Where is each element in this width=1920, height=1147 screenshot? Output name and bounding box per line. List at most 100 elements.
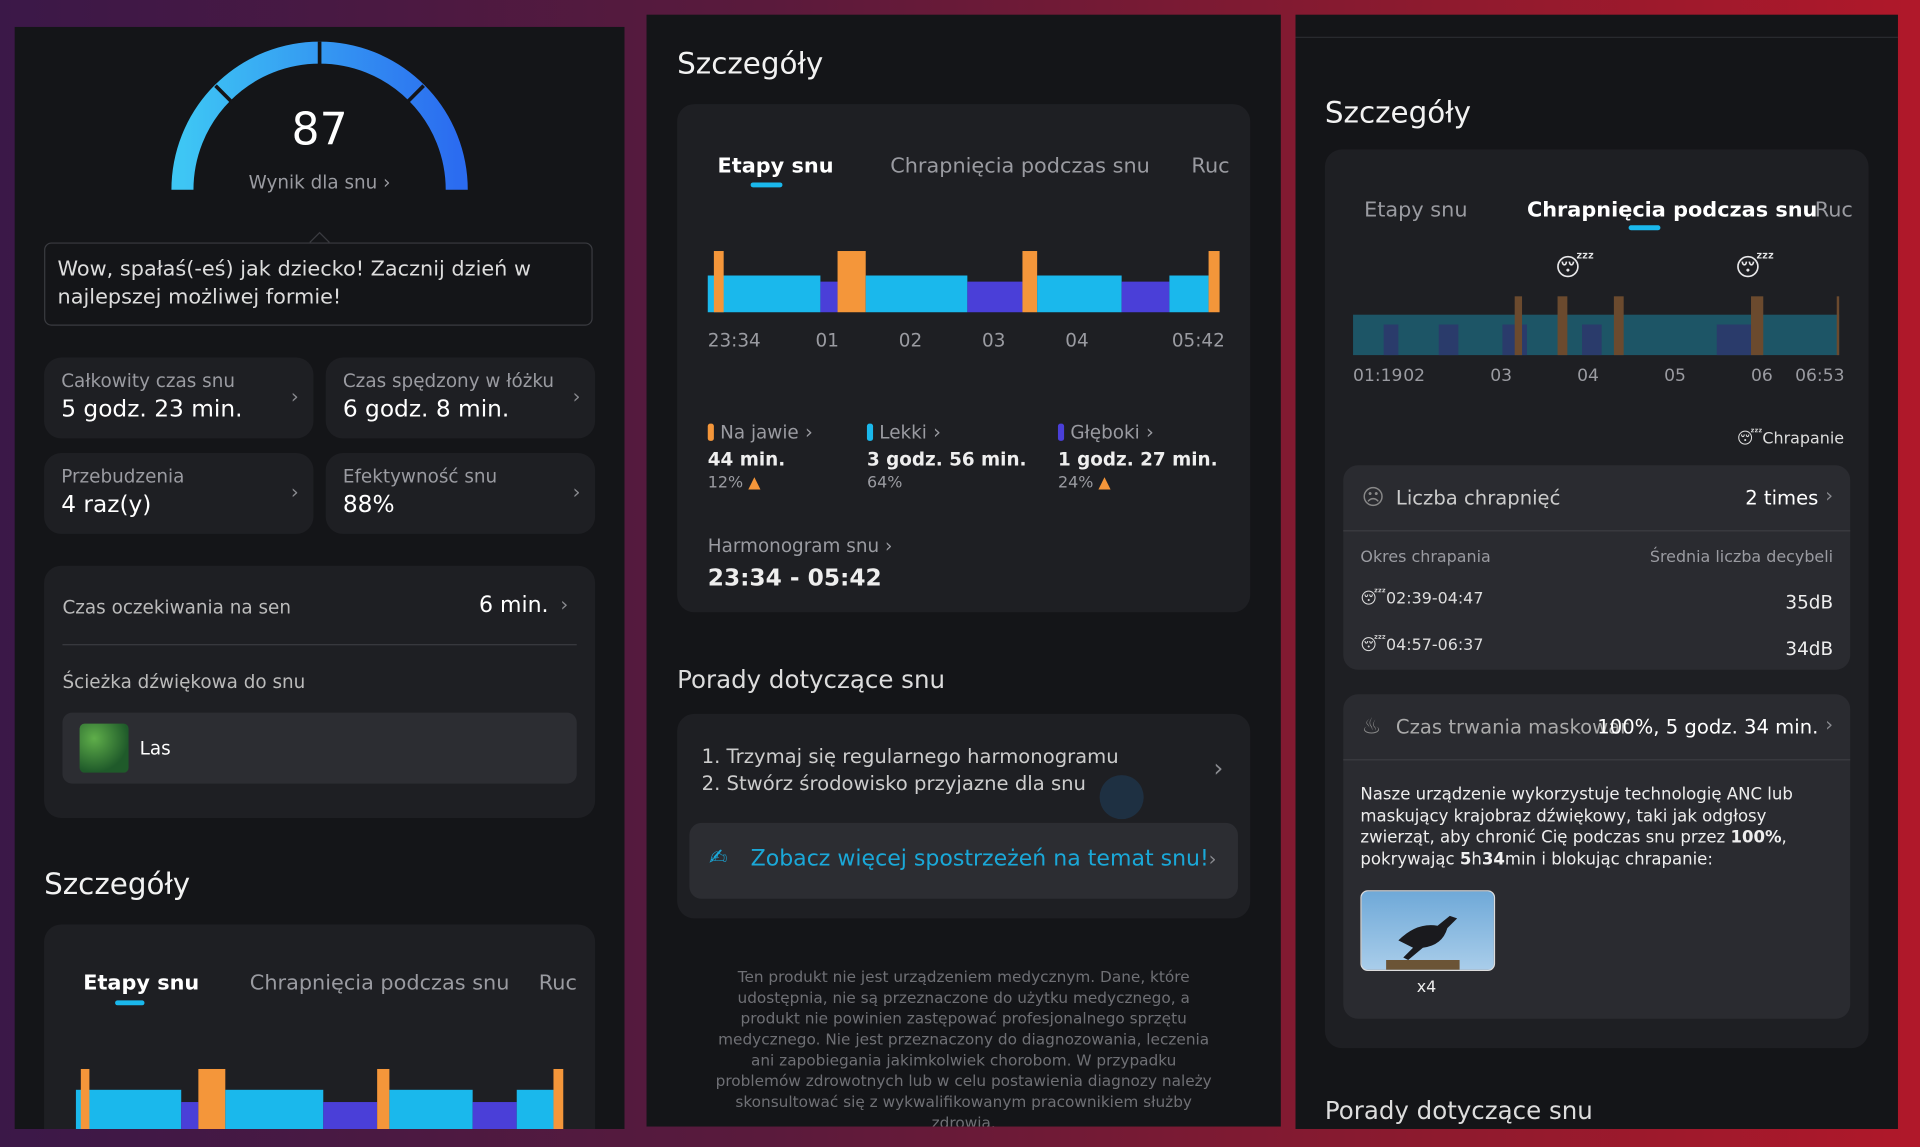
stage-awake <box>837 251 866 313</box>
gauge-divider <box>406 84 425 103</box>
stage-chart-preview <box>75 1068 564 1129</box>
time-label: 23:34 <box>707 329 761 352</box>
tab[interactable]: Chrapnięcia podczas snu <box>1526 198 1818 223</box>
stat-card[interactable]: Czas spędzony w łóżku 6 godz. 8 min. › <box>325 357 596 439</box>
percent: 12% <box>707 473 744 493</box>
chart-segment <box>1438 324 1459 356</box>
tab[interactable]: Ruc <box>1191 154 1230 179</box>
tab[interactable]: Etapy snu <box>1364 198 1468 223</box>
tab[interactable]: Ruc <box>538 971 577 996</box>
crow <box>1398 915 1458 961</box>
tab-indicator <box>115 1000 145 1006</box>
stage-awake <box>1208 251 1220 313</box>
legend-percent: 64% <box>866 473 903 493</box>
tip: 1. Trzymaj się regularnego harmonogramu <box>701 744 1119 768</box>
tab[interactable]: Ruc <box>1814 198 1853 223</box>
time-label: 02 <box>898 329 923 352</box>
legend-item[interactable]: Na jawie › 44 min. 12% ▲ <box>707 420 813 492</box>
stage-light <box>865 275 968 313</box>
score-label[interactable]: Wynik dla snu › <box>248 171 391 194</box>
time-label: 06:53 <box>1795 366 1845 386</box>
stage-light <box>225 1089 324 1129</box>
snore-bar <box>1613 296 1624 356</box>
masking-description: Nasze urządzenie wykorzystuje technologi… <box>1360 785 1831 871</box>
track-name: Las <box>139 737 171 760</box>
time-label: 02 <box>1403 366 1426 386</box>
score-gauge <box>171 41 468 243</box>
snore-icon: 😴 <box>1360 590 1386 609</box>
insights-link: Zobacz więcej spostrzeżeń na temat snu! <box>750 846 1209 872</box>
stat-card[interactable]: Całkowity czas snu 5 godz. 23 min. › <box>44 357 314 439</box>
chevron: › <box>798 420 813 444</box>
insights-button[interactable]: ✍ Zobacz więcej spostrzeżeń na temat snu… <box>689 822 1238 899</box>
legend-duration: 44 min. <box>707 448 786 471</box>
stat-card[interactable]: Przebudzenia 4 raz(y) › <box>44 453 314 534</box>
track-thumbnail <box>79 723 129 773</box>
table-cell: 34dB <box>1785 637 1834 661</box>
legend-duration: 3 godz. 56 min. <box>866 448 1027 471</box>
chevron: › <box>560 592 569 616</box>
insights-icon: ✍ <box>708 844 728 871</box>
stage-awake <box>1022 251 1038 313</box>
latency-value: 6 min. <box>478 592 549 619</box>
snore-bar <box>1557 296 1568 356</box>
period: 04:57-06:37 <box>1385 636 1484 656</box>
tips-card: 1. Trzymaj się regularnego harmonogramu … <box>677 713 1251 919</box>
legend-percent: 12% ▲ <box>708 474 813 492</box>
text-bold: 100% <box>1730 827 1782 848</box>
table-cell: 35dB <box>1785 591 1834 614</box>
tab[interactable]: Chrapnięcia podczas snu <box>890 154 1150 179</box>
stat-label: Przebudzenia <box>61 465 185 488</box>
time-label: 03 <box>1490 366 1513 386</box>
stage-light <box>389 1089 473 1129</box>
score: 87 <box>291 105 348 156</box>
stage-deep <box>967 281 1023 313</box>
chart-segment <box>1582 324 1602 356</box>
tips-list[interactable]: 1. Trzymaj się regularnego harmonogramu … <box>702 743 1119 797</box>
pointer <box>309 231 330 243</box>
chevron: › <box>1825 712 1834 736</box>
sound-count: x4 <box>1416 978 1437 997</box>
stage-deep <box>472 1102 517 1129</box>
legend-name: Głęboki <box>1070 421 1140 444</box>
schedule-label[interactable]: Harmonogram snu › <box>707 535 893 558</box>
tab[interactable]: Etapy snu <box>717 154 834 179</box>
legend-swatch <box>707 423 714 441</box>
legend-icon: 😴 <box>1736 429 1763 449</box>
divider <box>1343 759 1851 761</box>
stage-deep <box>820 281 838 313</box>
tab[interactable]: Chrapnięcia podczas snu <box>249 971 510 996</box>
masking-value: 100%, 5 godz. 34 min. <box>1597 715 1819 739</box>
section-title: Porady dotyczące snu <box>1324 1095 1593 1126</box>
legend-name: Lekki <box>879 421 927 444</box>
crow-illustration <box>1386 915 1460 970</box>
message: Wow, spałaś(-eś) jak dziecko! Zacznij dz… <box>44 242 593 326</box>
chevron: › <box>290 384 299 408</box>
snore-count-value: 2 times <box>1745 486 1819 510</box>
score-label-text: Wynik dla snu <box>248 171 378 194</box>
legend-item[interactable]: Głęboki › 1 godz. 27 min. 24% ▲ <box>1057 420 1218 493</box>
legend-item[interactable]: Lekki › 3 godz. 56 min. 64% <box>866 420 1027 493</box>
stage-deep <box>181 1102 199 1129</box>
warning-icon: ▲ <box>748 473 761 493</box>
schedule-label-text: Harmonogram snu <box>707 535 880 558</box>
warning-icon: ▲ <box>1098 473 1111 493</box>
masking-icon: ♨ <box>1361 713 1382 740</box>
stage-deep <box>1121 281 1170 313</box>
masking-label: Czas trwania maskowania <box>1395 715 1629 739</box>
stat-label: Całkowity czas snu <box>61 369 236 392</box>
panel-stages: Szczegóły Etapy snu Chrapnięcia podczas … <box>646 14 1281 1127</box>
chevron: › <box>1208 847 1217 871</box>
stat-label: Czas spędzony w łóżku <box>342 369 555 392</box>
soundtrack-item[interactable]: Las <box>62 712 577 784</box>
tab[interactable]: Etapy snu <box>83 971 200 996</box>
divider <box>1343 530 1851 532</box>
stage-awake <box>713 251 724 313</box>
snore-bar <box>1514 296 1523 356</box>
sound-thumbnail[interactable] <box>1360 890 1496 972</box>
snore-icon: ☹ <box>1361 484 1385 511</box>
text: , pokrywając <box>1360 827 1787 869</box>
stat-card[interactable]: Efektywność snu 88% › <box>325 453 596 534</box>
legend: 😴Chrapanie <box>1737 430 1844 448</box>
